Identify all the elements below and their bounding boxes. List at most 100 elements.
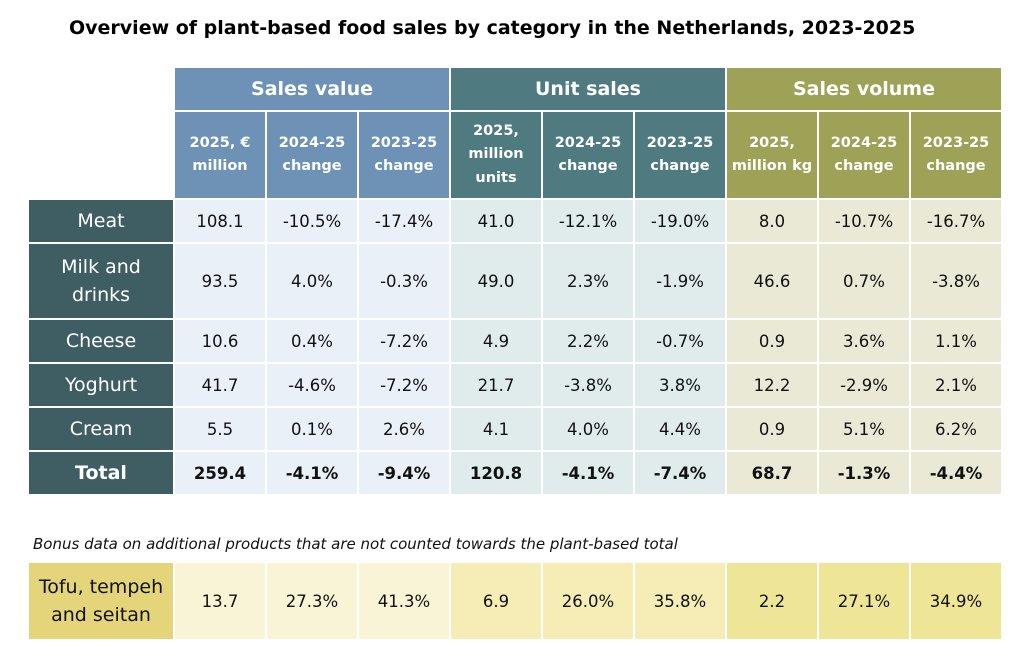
- table-cell: 46.6: [725, 242, 819, 320]
- table-cell: 5.1%: [817, 406, 911, 452]
- bonus-cell: 13.7: [173, 561, 267, 641]
- column-header-line: 2023-25: [646, 134, 714, 151]
- table-cell: 8.0: [725, 198, 819, 244]
- corner-cell: [28, 111, 174, 199]
- table-cell: 4.9: [449, 318, 543, 364]
- column-header-line: units: [475, 169, 517, 186]
- column-header: 2025, million units: [449, 110, 543, 200]
- corner-cell: [28, 67, 174, 111]
- table-cell: 3.6%: [817, 318, 911, 364]
- table-cell: -3.8%: [541, 362, 635, 408]
- bonus-cell: 2.2: [725, 561, 819, 641]
- table-row: Cheese 10.6 0.4% -7.2% 4.9 2.2% -0.7% 0.9 3.6% 1.…: [27, 318, 1003, 364]
- column-header-line: 2024-25: [278, 134, 346, 151]
- table-cell: 2.3%: [541, 242, 635, 320]
- row-label: Yoghurt: [27, 362, 175, 408]
- table-cell: 12.2: [725, 362, 819, 408]
- table-cell: -10.5%: [265, 198, 359, 244]
- row-label-line: Milk and: [61, 255, 141, 278]
- bonus-cell: 27.1%: [817, 561, 911, 641]
- table-cell: -4.1%: [541, 450, 635, 496]
- column-header-line: 2025,: [473, 123, 519, 140]
- column-header-line: change: [282, 158, 342, 174]
- column-header-line: million: [468, 146, 524, 163]
- bonus-cell: 41.3%: [357, 561, 451, 641]
- table-cell: -2.9%: [817, 362, 911, 408]
- column-header-line: change: [834, 158, 894, 174]
- table-row: Yoghurt 41.7 -4.6% -7.2% 21.7 -3.8% 3.8% 12.2 -2…: [27, 362, 1003, 408]
- group-header-unit-sales: Unit sales: [449, 66, 727, 112]
- column-header-line: 2023-25: [370, 134, 438, 151]
- sales-table: Sales value Unit sales Sales volume 2025…: [27, 66, 1003, 496]
- table-cell: 4.1: [449, 406, 543, 452]
- column-header-line: million: [192, 158, 248, 174]
- column-header-line: 2024-25: [830, 134, 898, 151]
- table-cell: -7.2%: [357, 362, 451, 408]
- bonus-cell: 35.8%: [633, 561, 727, 641]
- column-header: 2024-25 change: [817, 110, 911, 200]
- group-header-sales-volume: Sales volume: [725, 66, 1003, 112]
- bonus-cell: 26.0%: [541, 561, 635, 641]
- column-header-line: 2024-25: [554, 134, 622, 151]
- table-cell: -1.9%: [633, 242, 727, 320]
- column-header: 2024-25 change: [265, 110, 359, 200]
- bonus-row-label-line: and seitan: [51, 604, 151, 626]
- table-cell: -1.3%: [817, 450, 911, 496]
- row-label: Meat: [27, 198, 175, 244]
- column-header-line: change: [374, 158, 434, 174]
- table-cell: -4.6%: [265, 362, 359, 408]
- table-cell: 259.4: [173, 450, 267, 496]
- row-label-line: Cheese: [65, 329, 137, 352]
- table-cell: 108.1: [173, 198, 267, 244]
- column-header-line: change: [926, 158, 986, 174]
- table-cell: 0.4%: [265, 318, 359, 364]
- column-header: 2024-25 change: [541, 110, 635, 200]
- table-cell: -4.4%: [909, 450, 1003, 496]
- total-row: Total 259.4 -4.1% -9.4% 120.8 -4.1% -7.4% 68.7-…: [27, 450, 1003, 496]
- column-header-line: 2025, €: [189, 134, 251, 151]
- bonus-cell: 27.3%: [265, 561, 359, 641]
- chart-title: Overview of plant-based food sales by ca…: [69, 17, 916, 39]
- table-row: Milk and drinks 93.5 4.0% -0.3% 49.0 2.3% -1.9%…: [27, 242, 1003, 320]
- column-header: 2025, € million: [173, 110, 267, 200]
- table-cell: 0.9: [725, 318, 819, 364]
- table-cell: -16.7%: [909, 198, 1003, 244]
- bonus-row-label: Tofu, tempeh and seitan: [27, 561, 175, 641]
- row-label-line: drinks: [71, 284, 131, 306]
- table-cell: -12.1%: [541, 198, 635, 244]
- row-label: Milk and drinks: [27, 242, 175, 320]
- table-cell: 68.7: [725, 450, 819, 496]
- table-cell: 4.0%: [265, 242, 359, 320]
- column-header: 2023-25 change: [633, 110, 727, 200]
- table-cell: 1.1%: [909, 318, 1003, 364]
- table-cell: 2.1%: [909, 362, 1003, 408]
- table-cell: 21.7: [449, 362, 543, 408]
- table-cell: 41.0: [449, 198, 543, 244]
- row-label: Cheese: [27, 318, 175, 364]
- table-cell: 49.0: [449, 242, 543, 320]
- bonus-cell: 6.9: [449, 561, 543, 641]
- column-header: 2023-25 change: [357, 110, 451, 200]
- table-cell: 5.5: [173, 406, 267, 452]
- bonus-note: Bonus data on additional products that a…: [33, 535, 678, 553]
- table-cell: -3.8%: [909, 242, 1003, 320]
- group-header-sales-value: Sales value: [173, 66, 451, 112]
- table-cell: 0.7%: [817, 242, 911, 320]
- row-label: Total: [27, 450, 175, 496]
- column-header: 2025, million kg: [725, 110, 819, 200]
- column-header: 2023-25 change: [909, 110, 1003, 200]
- table-cell: 4.0%: [541, 406, 635, 452]
- table-cell: 93.5: [173, 242, 267, 320]
- table-cell: 0.9: [725, 406, 819, 452]
- bonus-row-label-line: Tofu, tempeh: [38, 575, 164, 598]
- table-row: Cream 5.5 0.1% 2.6% 4.1 4.0% 4.4% 0.9 5.1% 6.2%: [27, 406, 1003, 452]
- bonus-row: Tofu, tempeh and seitan 13.7 27.3% 41.3% 6.9 2…: [27, 561, 1003, 641]
- table-cell: -19.0%: [633, 198, 727, 244]
- column-header-line: change: [558, 158, 618, 174]
- bonus-table: Tofu, tempeh and seitan 13.7 27.3% 41.3% 6.9 2…: [27, 561, 1003, 641]
- table-cell: -9.4%: [357, 450, 451, 496]
- table-cell: 120.8: [449, 450, 543, 496]
- table-cell: 2.6%: [357, 406, 451, 452]
- table-row: Meat 108.1 -10.5% -17.4% 41.0 -12.1% -19.0% 8.0…: [27, 198, 1003, 244]
- table-cell: 10.6: [173, 318, 267, 364]
